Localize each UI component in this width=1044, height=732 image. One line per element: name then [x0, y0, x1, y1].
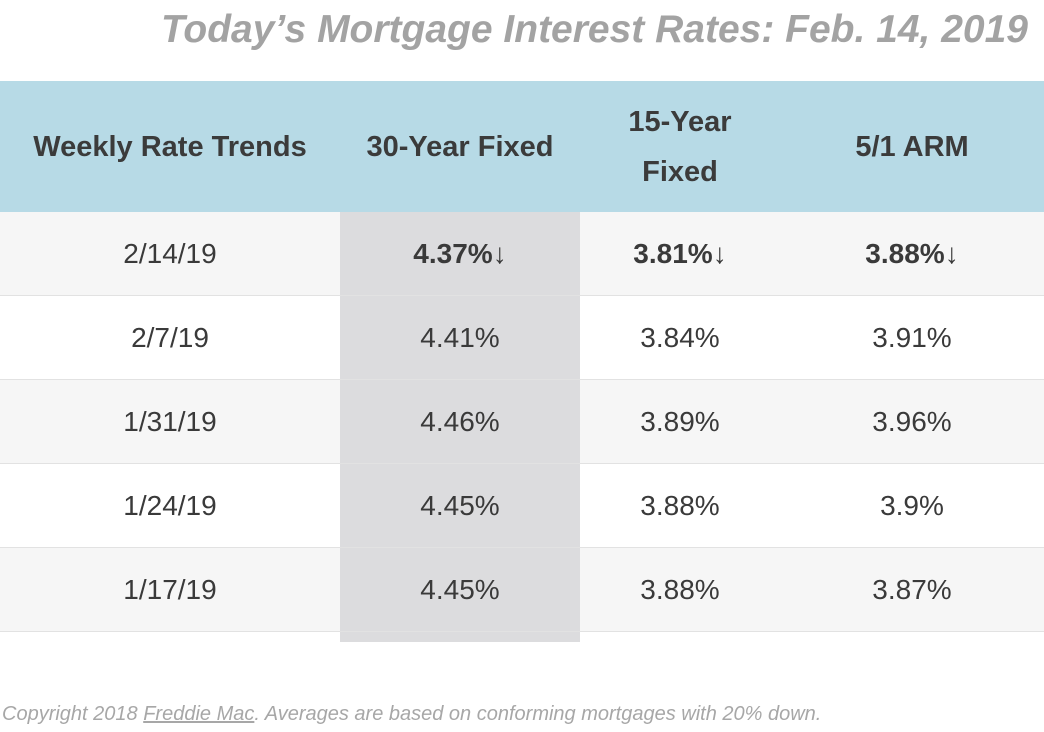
footer-prefix: Copyright 2018	[2, 703, 144, 725]
row-30-year-rate: 4.45%	[340, 548, 580, 631]
table-row: 1/31/19 4.46% 3.89% 3.96%	[0, 379, 1044, 463]
row-date: 1/17/19	[123, 573, 217, 605]
freddie-mac-link[interactable]: Freddie Mac	[143, 703, 255, 725]
header-15-year-fixed: 15-Year Fixed	[628, 105, 732, 188]
row-date: 1/24/19	[123, 489, 217, 521]
row-arm-rate: 3.96%	[872, 405, 952, 437]
row-15-year-rate: 3.81%↓	[633, 237, 727, 269]
row-30-year-rate: 4.37%↓	[340, 212, 580, 295]
table-row: 1/24/19 4.45% 3.88% 3.9%	[0, 463, 1044, 547]
tail-shaded-column	[340, 632, 580, 642]
header-15-year-fixed-cell: 15-Year Fixed	[580, 81, 780, 212]
copyright-footer: Copyright 2018 Freddie Mac. Averages are…	[2, 703, 821, 726]
row-15-year-rate: 3.88%	[640, 489, 720, 521]
row-date: 1/31/19	[123, 405, 217, 437]
header-30-year-fixed: 30-Year Fixed	[366, 130, 554, 163]
row-30-year-rate: 4.46%	[340, 380, 580, 463]
row-arm-rate: 3.91%	[872, 321, 952, 353]
row-15-year-rate: 3.88%	[640, 573, 720, 605]
row-date: 2/14/19	[123, 237, 217, 269]
tail-spacer	[0, 632, 340, 642]
rates-table: Weekly Rate Trends 30-Year Fixed 15-Year…	[0, 81, 1044, 642]
row-arm-rate: 3.9%	[880, 489, 944, 521]
table-row: 2/14/19 4.37%↓ 3.81%↓ 3.88%↓	[0, 212, 1044, 295]
row-15-year-rate: 3.84%	[640, 321, 720, 353]
row-30-year-rate: 4.45%	[340, 464, 580, 547]
header-weekly-rate-trends: Weekly Rate Trends	[33, 130, 307, 163]
table-tail	[0, 631, 1044, 642]
row-date: 2/7/19	[131, 321, 209, 353]
row-15-year-rate: 3.89%	[640, 405, 720, 437]
row-arm-rate: 3.87%	[872, 573, 952, 605]
row-arm-rate: 3.88%↓	[865, 237, 959, 269]
footer-suffix: . Averages are based on conforming mortg…	[254, 703, 822, 725]
header-5-1-arm: 5/1 ARM	[855, 130, 969, 163]
page-title: Today’s Mortgage Interest Rates: Feb. 14…	[161, 8, 1028, 51]
table-header: Weekly Rate Trends 30-Year Fixed 15-Year…	[0, 81, 1044, 212]
row-30-year-rate: 4.41%	[340, 296, 580, 379]
table-row: 2/7/19 4.41% 3.84% 3.91%	[0, 295, 1044, 379]
table-row: 1/17/19 4.45% 3.88% 3.87%	[0, 547, 1044, 631]
